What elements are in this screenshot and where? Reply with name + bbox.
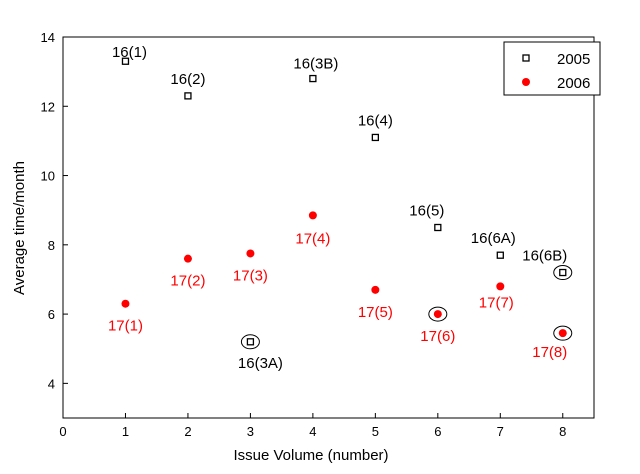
point-label: 16(6A) bbox=[471, 230, 516, 247]
highlight-ring bbox=[553, 325, 573, 341]
point-2005 bbox=[559, 268, 567, 277]
point-label: 17(2) bbox=[170, 273, 205, 290]
point-label: 16(3A) bbox=[238, 355, 283, 372]
x-tick-label: 0 bbox=[59, 424, 66, 439]
legend-label: 2006 bbox=[557, 75, 590, 92]
point-2005 bbox=[434, 223, 442, 232]
x-tick-label: 7 bbox=[497, 424, 504, 439]
legend-marker-2006 bbox=[522, 78, 530, 86]
x-tick-label: 6 bbox=[434, 424, 441, 439]
y-axis-ticks: 4 6 8 10 12 14 bbox=[41, 30, 68, 391]
plot-frame bbox=[62, 36, 595, 419]
legend-marker-2005 bbox=[522, 54, 530, 62]
point-label: 17(8) bbox=[532, 344, 567, 361]
point-label: 17(5) bbox=[358, 304, 393, 321]
point-2005 bbox=[309, 74, 317, 83]
y-tick-label: 4 bbox=[48, 376, 55, 391]
point-2005 bbox=[121, 57, 130, 65]
legend-label: 2005 bbox=[557, 51, 590, 68]
point-2006 bbox=[558, 329, 567, 338]
point-2005 bbox=[371, 133, 380, 142]
point-2005 bbox=[496, 251, 504, 259]
legend: 2005 2006 bbox=[503, 41, 601, 96]
legend-box bbox=[503, 41, 601, 96]
y-tick-label: 6 bbox=[48, 307, 55, 322]
y-tick-label: 14 bbox=[41, 30, 55, 45]
point-2006 bbox=[433, 310, 442, 319]
x-tick-label: 8 bbox=[559, 424, 566, 439]
highlight-ring bbox=[240, 334, 260, 350]
x-tick-label: 5 bbox=[372, 424, 379, 439]
point-2006 bbox=[183, 254, 192, 263]
x-axis-title: Issue Volume (number) bbox=[233, 447, 388, 464]
point-label: 17(3) bbox=[233, 267, 268, 284]
x-tick-label: 4 bbox=[309, 424, 316, 439]
point-2005 bbox=[246, 338, 255, 346]
point-label: 16(5) bbox=[409, 203, 444, 220]
point-label: 16(6B) bbox=[522, 248, 567, 265]
point-label: 16(4) bbox=[358, 112, 393, 129]
point-label: 17(4) bbox=[295, 230, 330, 247]
point-label: 17(7) bbox=[479, 294, 514, 311]
point-2006 bbox=[308, 211, 317, 220]
point-label: 16(1) bbox=[112, 44, 147, 61]
point-label: 17(1) bbox=[108, 318, 143, 335]
point-label: 16(3B) bbox=[293, 56, 338, 73]
point-2005 bbox=[184, 92, 192, 100]
x-tick-label: 3 bbox=[247, 424, 254, 439]
x-tick-label: 2 bbox=[184, 424, 191, 439]
y-tick-label: 12 bbox=[41, 99, 55, 114]
point-2006 bbox=[496, 282, 505, 291]
highlight-ring bbox=[553, 265, 573, 281]
data-points: 16(1) 16(2) 16(3A) 16(3B) 16(4) 16(5) 16(6A) 16… bbox=[108, 44, 573, 372]
y-tick-label: 8 bbox=[48, 238, 55, 253]
x-axis-ticks: 0 1 2 3 4 5 6 7 8 bbox=[59, 413, 566, 439]
point-2006 bbox=[371, 285, 380, 294]
point-label: 17(6) bbox=[420, 328, 455, 345]
point-2006 bbox=[121, 299, 130, 308]
x-tick-label: 1 bbox=[122, 424, 129, 439]
y-tick-label: 10 bbox=[41, 169, 55, 184]
highlight-ring bbox=[428, 306, 448, 322]
y-axis-title: Average time/month bbox=[11, 161, 28, 295]
point-2006 bbox=[246, 249, 255, 258]
point-label: 16(2) bbox=[170, 71, 205, 88]
